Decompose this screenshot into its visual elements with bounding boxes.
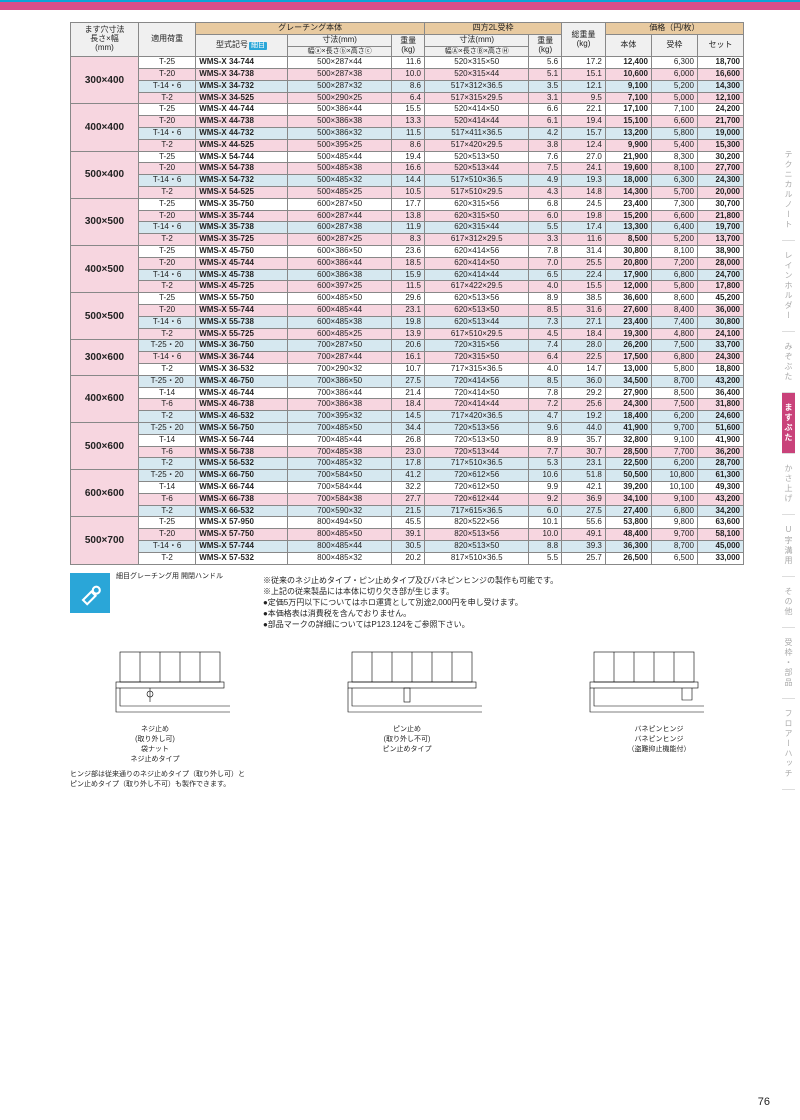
size-cell: 300×400: [71, 57, 139, 104]
table-row: T-20WMS-X 44-738500×386×3813.3520×414×44…: [71, 116, 744, 128]
side-tabs: テクニカルノートレインホルダーみぞぶたますぶたかさ上げU字溝用その他受枠・部品フ…: [782, 140, 800, 790]
table-row: T-2WMS-X 34-525500×290×256.4517×315×29.5…: [71, 92, 744, 104]
table-row: T-2WMS-X 36-532700×290×3210.7717×315×36.…: [71, 364, 744, 376]
table-row: T-2WMS-X 35-725600×287×258.3617×312×29.5…: [71, 234, 744, 246]
table-row: T-14・6WMS-X 54-732500×485×3214.4517×510×…: [71, 175, 744, 187]
table-row: 600×600T-25・20WMS-X 66-750700×584×5041.2…: [71, 470, 744, 482]
table-row: T-6WMS-X 66-738700×584×3827.7720×612×449…: [71, 493, 744, 505]
table-row: T-14・6WMS-X 57-744800×485×4430.5820×513×…: [71, 540, 744, 552]
table-row: T-14・6WMS-X 45-738600×386×3815.9620×414×…: [71, 269, 744, 281]
note-line: ●本価格表は消費税を含んでおりません。: [263, 608, 558, 619]
size-cell: 400×400: [71, 104, 139, 151]
diagram-label: バネピンヒンジ: [584, 724, 734, 734]
diagrams-row: ネジ止め(取り外し可)袋ナット ネジ止めタイプ ピン止め(取り外し不可) ピン止…: [70, 642, 744, 764]
size-cell: 500×700: [71, 517, 139, 564]
diagram-pin-title: ピン止めタイプ: [332, 744, 482, 754]
side-tab[interactable]: みぞぶた: [782, 332, 795, 393]
size-cell: 500×500: [71, 293, 139, 340]
table-row: 400×600T-25・20WMS-X 46-750700×386×5027.5…: [71, 375, 744, 387]
table-row: T-20WMS-X 35-744600×287×4413.8620×315×50…: [71, 210, 744, 222]
diagram-label: ネジ止め: [80, 724, 230, 734]
diagram-screw: ネジ止め(取り外し可)袋ナット ネジ止めタイプ: [80, 642, 230, 764]
table-row: 300×400T-25WMS-X 34-744500×287×4411.6520…: [71, 57, 744, 69]
table-row: T-2WMS-X 45-725600×397×2511.5617×422×29.…: [71, 281, 744, 293]
table-row: 300×500T-25WMS-X 35-750600×287×5017.7620…: [71, 198, 744, 210]
table-row: T-20WMS-X 54-738500×485×3816.6520×513×44…: [71, 163, 744, 175]
table-row: T-20WMS-X 34-738500×287×3810.0520×315×44…: [71, 69, 744, 81]
side-tab[interactable]: かさ上げ: [782, 454, 795, 515]
handle-block: 細目グレーチング用 開閉ハンドル: [70, 573, 223, 613]
notes: ※従来のネジ止めタイプ・ピン止めタイプ及びバネピンヒンジの製作も可能です。※上記…: [263, 575, 558, 631]
side-tab[interactable]: レインホルダー: [782, 241, 795, 332]
side-tab[interactable]: ますぶた: [782, 393, 795, 454]
side-tab[interactable]: フロアーハッチ: [782, 699, 795, 790]
table-row: T-14WMS-X 56-744700×485×4426.8720×513×50…: [71, 434, 744, 446]
table-row: T-2WMS-X 46-532700×395×3214.5717×420×36.…: [71, 411, 744, 423]
table-row: T-20WMS-X 55-744600×485×4423.1620×513×50…: [71, 305, 744, 317]
table-row: 400×500T-25WMS-X 45-750600×386×5023.6620…: [71, 246, 744, 258]
diagram-screw-title: ネジ止めタイプ: [80, 754, 230, 764]
table-row: T-14・6WMS-X 55-738600×485×3819.8620×513×…: [71, 316, 744, 328]
handle-icon: [70, 573, 110, 613]
table-row: 500×400T-25WMS-X 54-744500×485×4419.4520…: [71, 151, 744, 163]
table-row: 500×600T-25・20WMS-X 56-750700×485×5034.4…: [71, 422, 744, 434]
diagram-pin: ピン止め(取り外し不可) ピン止めタイプ: [332, 642, 482, 764]
diagram-spring: バネピンヒンジ バネピンヒンジ （盗難抑止機能付）: [584, 642, 734, 764]
table-row: T-6WMS-X 46-738700×386×3818.4720×414×447…: [71, 399, 744, 411]
table-row: 500×700T-25WMS-X 57-950800×494×5045.5820…: [71, 517, 744, 529]
table-row: T-2WMS-X 56-532700×485×3217.8717×510×36.…: [71, 458, 744, 470]
size-cell: 500×400: [71, 151, 139, 198]
side-tab[interactable]: その他: [782, 577, 795, 628]
size-cell: 400×600: [71, 375, 139, 422]
table-row: T-2WMS-X 66-532700×590×3221.5717×615×36.…: [71, 505, 744, 517]
page-number: 76: [758, 1096, 770, 1108]
table-row: T-20WMS-X 45-744600×386×4418.5620×414×50…: [71, 257, 744, 269]
table-row: 500×500T-25WMS-X 55-750600×485×5029.6620…: [71, 293, 744, 305]
note-line: ●部品マークの詳細についてはP123.124をご参照下さい。: [263, 619, 558, 630]
table-row: T-14・6WMS-X 34-732500×287×328.6517×312×3…: [71, 80, 744, 92]
side-tab[interactable]: 受枠・部品: [782, 628, 795, 699]
table-row: T-2WMS-X 55-725600×485×2513.9617×510×29.…: [71, 328, 744, 340]
note-line: ※上記の従来製品には本体に切り欠き部が生じます。: [263, 586, 558, 597]
table-row: T-14・6WMS-X 44-732500×386×3211.5517×411×…: [71, 128, 744, 140]
side-tab[interactable]: テクニカルノート: [782, 140, 795, 241]
size-cell: 400×500: [71, 246, 139, 293]
top-accent-bar: [0, 0, 800, 10]
table-row: T-20WMS-X 57-750800×485×5039.1820×513×56…: [71, 529, 744, 541]
note-line: ※従来のネジ止めタイプ・ピン止めタイプ及びバネピンヒンジの製作も可能です。: [263, 575, 558, 586]
spec-table: ます穴寸法 長さ×幅 (mm) 適用荷重 グレーチング本体 四方2L受枠 総重量…: [70, 22, 744, 565]
side-tab[interactable]: U字溝用: [782, 515, 795, 577]
size-cell: 300×500: [71, 198, 139, 245]
table-row: T-2WMS-X 57-532800×485×3220.2817×510×36.…: [71, 552, 744, 564]
diagram-label: 袋ナット: [80, 744, 230, 754]
size-cell: 500×600: [71, 422, 139, 469]
diagram-label: ピン止め: [332, 724, 482, 734]
handle-caption: 細目グレーチング用 開閉ハンドル: [116, 573, 223, 581]
size-cell: 600×600: [71, 470, 139, 517]
table-row: 300×600T-25・20WMS-X 36-750700×287×5020.6…: [71, 340, 744, 352]
table-row: T-2WMS-X 44-525500×395×258.6517×420×29.5…: [71, 139, 744, 151]
diagram-spring-title: バネピンヒンジ （盗難抑止機能付）: [584, 734, 734, 754]
table-row: T-14WMS-X 46-744700×386×4421.4720×414×50…: [71, 387, 744, 399]
table-row: T-6WMS-X 56-738700×485×3823.0720×513×447…: [71, 446, 744, 458]
diagram-label: (取り外し可): [80, 734, 230, 744]
diagram-footnote: ヒンジ部は従来通りのネジ止めタイプ（取り外し可）と ピン止めタイプ（取り外し不可…: [70, 770, 744, 788]
table-row: T-2WMS-X 54-525500×485×2510.5517×510×29.…: [71, 187, 744, 199]
size-cell: 300×600: [71, 340, 139, 375]
table-row: T-14・6WMS-X 35-738600×287×3811.9620×315×…: [71, 222, 744, 234]
note-line: ●定価5万円以下についてはホロ運賃として別途2,000円を申し受けます。: [263, 597, 558, 608]
table-row: T-14・6WMS-X 36-744700×287×4416.1720×315×…: [71, 352, 744, 364]
table-row: T-14WMS-X 66-744700×584×4432.2720×612×50…: [71, 481, 744, 493]
diagram-label: (取り外し不可): [332, 734, 482, 744]
table-row: 400×400T-25WMS-X 44-744500×386×4415.5520…: [71, 104, 744, 116]
